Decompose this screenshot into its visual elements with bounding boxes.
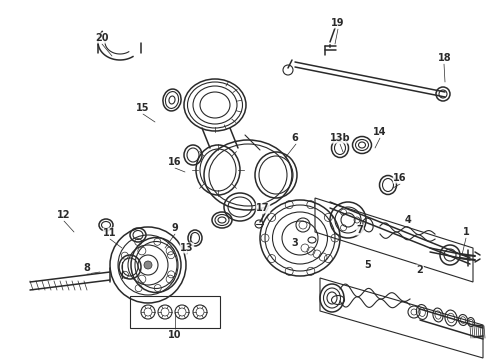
Text: 7: 7	[357, 225, 364, 235]
Text: 13: 13	[180, 243, 194, 253]
Text: 14: 14	[373, 127, 387, 137]
Text: 20: 20	[95, 33, 109, 43]
Text: 19: 19	[331, 18, 345, 28]
Text: 10: 10	[168, 330, 182, 340]
Text: 8: 8	[84, 263, 91, 273]
Text: 4: 4	[405, 215, 412, 225]
Text: 3: 3	[292, 238, 298, 248]
Text: 16: 16	[168, 157, 182, 167]
Text: 13b: 13b	[330, 133, 350, 143]
Text: 2: 2	[416, 265, 423, 275]
Text: 16: 16	[393, 173, 407, 183]
Text: 1: 1	[463, 227, 469, 237]
Text: 15: 15	[136, 103, 150, 113]
Text: 18: 18	[438, 53, 452, 63]
Text: 9: 9	[172, 223, 178, 233]
Text: 17: 17	[256, 203, 270, 213]
Circle shape	[144, 261, 152, 269]
Text: 6: 6	[292, 133, 298, 143]
Text: 5: 5	[365, 260, 371, 270]
Text: 11: 11	[103, 228, 117, 238]
Text: 12: 12	[57, 210, 71, 220]
